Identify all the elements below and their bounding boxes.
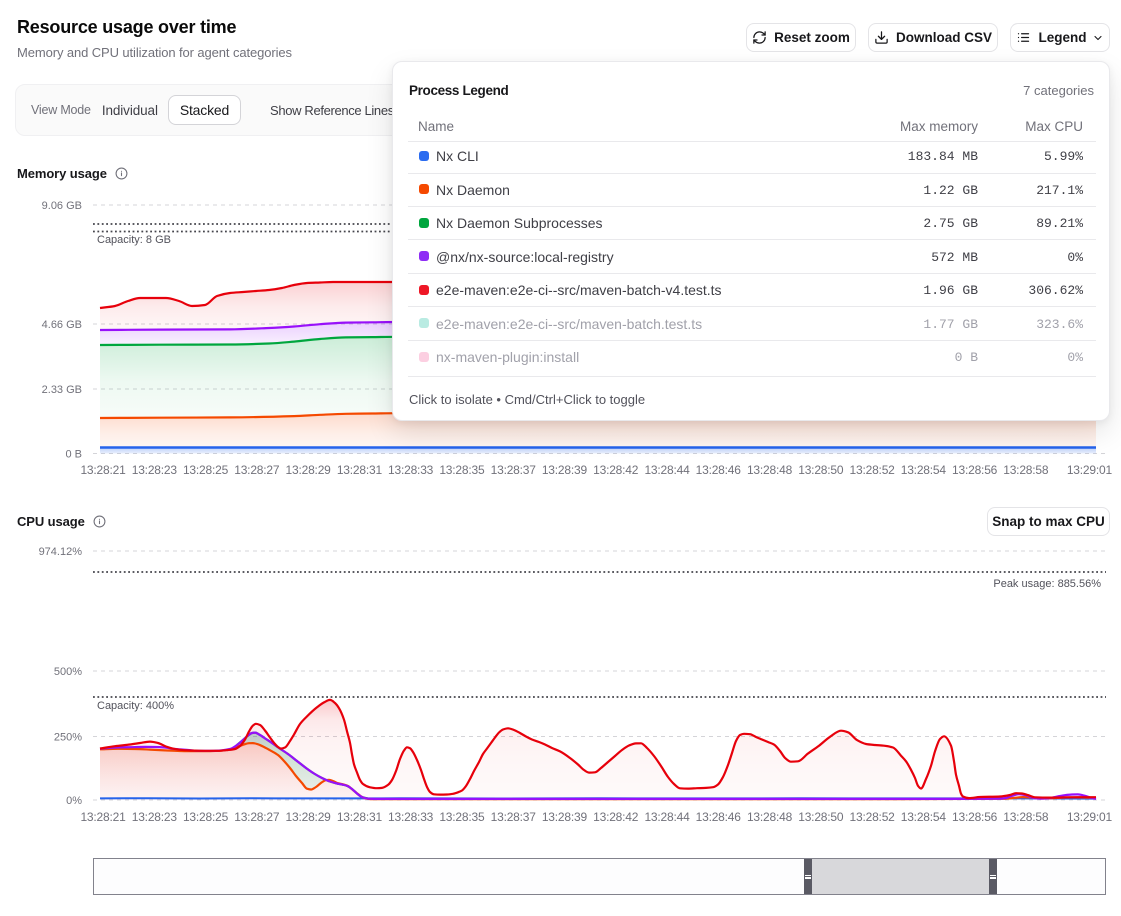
svg-text:13:28:48: 13:28:48 <box>747 810 793 824</box>
svg-text:13:28:39: 13:28:39 <box>542 810 588 824</box>
svg-text:13:28:35: 13:28:35 <box>439 463 485 477</box>
svg-text:13:28:35: 13:28:35 <box>439 810 485 824</box>
svg-text:500%: 500% <box>54 666 82 678</box>
svg-text:13:28:42: 13:28:42 <box>593 810 639 824</box>
svg-text:13:29:01: 13:29:01 <box>1067 810 1113 824</box>
svg-text:13:28:33: 13:28:33 <box>388 810 434 824</box>
svg-text:13:28:37: 13:28:37 <box>491 810 537 824</box>
svg-text:13:28:58: 13:28:58 <box>1003 463 1049 477</box>
svg-text:13:28:31: 13:28:31 <box>337 463 383 477</box>
svg-text:13:28:29: 13:28:29 <box>286 463 332 477</box>
svg-text:13:28:56: 13:28:56 <box>952 463 998 477</box>
svg-text:13:28:25: 13:28:25 <box>183 463 229 477</box>
svg-text:13:28:46: 13:28:46 <box>696 463 742 477</box>
svg-text:13:28:52: 13:28:52 <box>850 810 896 824</box>
svg-text:4.66 GB: 4.66 GB <box>42 319 82 331</box>
svg-text:13:28:48: 13:28:48 <box>747 463 793 477</box>
svg-text:2.33 GB: 2.33 GB <box>42 384 82 396</box>
svg-text:974.12%: 974.12% <box>39 546 83 558</box>
svg-text:13:29:01: 13:29:01 <box>1067 463 1113 477</box>
svg-text:13:28:56: 13:28:56 <box>952 810 998 824</box>
svg-text:13:28:50: 13:28:50 <box>798 810 844 824</box>
svg-text:Capacity: 8 GB: Capacity: 8 GB <box>97 234 171 246</box>
svg-text:13:28:21: 13:28:21 <box>80 463 126 477</box>
svg-text:13:28:37: 13:28:37 <box>491 463 537 477</box>
svg-text:13:28:31: 13:28:31 <box>337 810 383 824</box>
svg-text:13:28:25: 13:28:25 <box>183 810 229 824</box>
svg-text:13:28:44: 13:28:44 <box>644 810 690 824</box>
svg-text:0%: 0% <box>66 795 82 807</box>
svg-text:13:28:44: 13:28:44 <box>644 463 690 477</box>
svg-text:13:28:27: 13:28:27 <box>234 810 280 824</box>
svg-text:9.06 GB: 9.06 GB <box>42 200 82 212</box>
svg-text:13:28:42: 13:28:42 <box>593 463 639 477</box>
svg-text:13:28:58: 13:28:58 <box>1003 810 1049 824</box>
svg-text:0 B: 0 B <box>65 449 82 461</box>
svg-text:13:28:29: 13:28:29 <box>286 810 332 824</box>
svg-text:13:28:27: 13:28:27 <box>234 463 280 477</box>
svg-text:Peak usage: 885.56%: Peak usage: 885.56% <box>993 578 1101 590</box>
svg-text:13:28:54: 13:28:54 <box>901 463 947 477</box>
svg-text:13:28:52: 13:28:52 <box>850 463 896 477</box>
svg-text:13:28:23: 13:28:23 <box>132 810 178 824</box>
svg-text:13:28:21: 13:28:21 <box>80 810 126 824</box>
svg-text:250%: 250% <box>54 732 82 744</box>
svg-text:13:28:50: 13:28:50 <box>798 463 844 477</box>
svg-text:13:28:46: 13:28:46 <box>696 810 742 824</box>
svg-text:Capacity: 400%: Capacity: 400% <box>97 700 174 712</box>
svg-text:13:28:33: 13:28:33 <box>388 463 434 477</box>
svg-text:13:28:54: 13:28:54 <box>901 810 947 824</box>
svg-text:13:28:23: 13:28:23 <box>132 463 178 477</box>
svg-text:13:28:39: 13:28:39 <box>542 463 588 477</box>
